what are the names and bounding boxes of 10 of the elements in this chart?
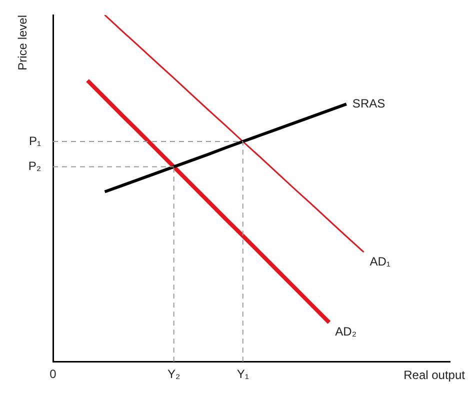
series-label: AD₂ — [335, 324, 357, 339]
ref-line-label: P₂ — [28, 159, 42, 174]
series-label: SRAS — [352, 96, 386, 110]
series-label: AD₁ — [370, 254, 390, 268]
y-axis-title: Price level — [15, 15, 30, 70]
x-tick-label: 0 — [50, 367, 57, 382]
ref-line-label: P₁ — [28, 134, 41, 148]
x-tick-label: Y₂ — [167, 367, 180, 382]
x-tick-label: Y₁ — [236, 367, 249, 382]
x-axis-title: Real output — [404, 368, 466, 382]
